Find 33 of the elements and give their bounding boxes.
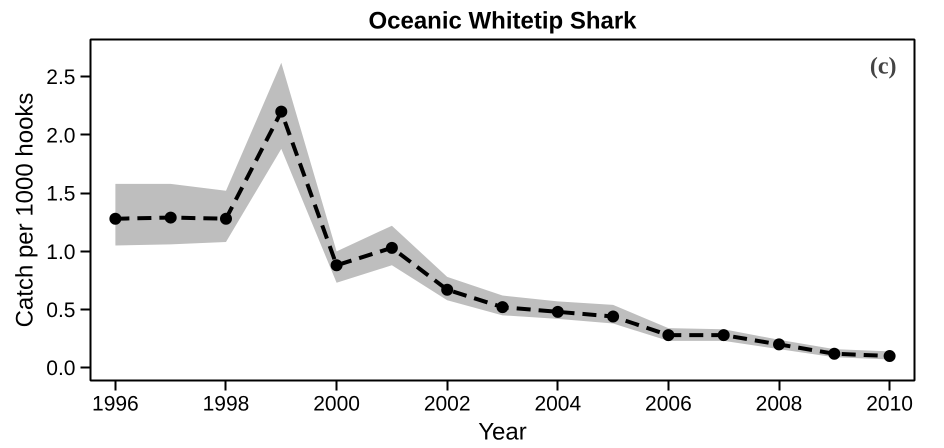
point bbox=[552, 306, 564, 318]
x-tick-label: 2006 bbox=[645, 392, 692, 416]
x-tick-label: 2000 bbox=[313, 392, 360, 416]
point bbox=[109, 212, 122, 225]
point bbox=[828, 348, 840, 360]
annotation: (c) bbox=[870, 54, 897, 80]
point bbox=[164, 212, 177, 224]
x-axis-title: Year bbox=[478, 418, 527, 446]
y-tick-label: 0.5 bbox=[46, 299, 76, 322]
x-tick-label: 2008 bbox=[756, 392, 802, 416]
point bbox=[884, 350, 896, 362]
point bbox=[275, 106, 288, 118]
y-tick-label: 1.5 bbox=[46, 182, 76, 206]
y-tick-label: 0.0 bbox=[46, 357, 76, 380]
point bbox=[330, 259, 343, 272]
point bbox=[662, 329, 674, 342]
y-tick-label: 1.0 bbox=[46, 240, 76, 264]
x-tick-label: 1996 bbox=[92, 392, 139, 416]
x-tick-label: 2004 bbox=[534, 392, 582, 416]
y-tick-label: 2.5 bbox=[46, 66, 76, 90]
x-tick-label: 2002 bbox=[424, 392, 471, 416]
point bbox=[718, 329, 730, 342]
x-tick-label: 2010 bbox=[866, 392, 913, 416]
y-axis-title: Catch per 1000 hooks bbox=[11, 92, 38, 328]
x-tick-label: 1998 bbox=[202, 392, 250, 416]
point bbox=[220, 212, 232, 225]
point bbox=[773, 338, 786, 350]
point bbox=[607, 310, 620, 322]
point bbox=[386, 242, 398, 254]
chart-title: Oceanic Whitetip Shark bbox=[368, 8, 638, 34]
point bbox=[496, 301, 508, 314]
point bbox=[441, 284, 454, 296]
y-tick-label: 2.0 bbox=[46, 124, 76, 148]
